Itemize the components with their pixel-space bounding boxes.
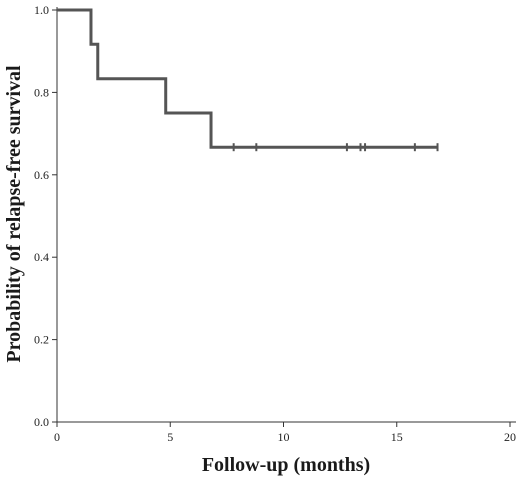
x-tick-label: 15 (391, 430, 403, 444)
x-axis-title: Follow-up (months) (202, 454, 370, 476)
x-tick-label: 5 (167, 430, 173, 444)
x-tick-label: 20 (504, 430, 516, 444)
x-tick-label: 10 (278, 430, 290, 444)
x-axis-ticks: 0 5 10 15 20 (54, 422, 516, 444)
y-tick-label: 0.4 (34, 250, 49, 264)
survival-step-line (57, 8, 438, 149)
y-tick-label: 0.6 (34, 168, 49, 182)
y-axis-ticks: 0.0 0.2 0.4 0.6 0.8 1.0 (34, 3, 57, 429)
y-axis-title: Probability of relapse-free survival (3, 65, 25, 363)
y-tick-label: 0.2 (34, 333, 49, 347)
x-tick-label: 0 (54, 430, 60, 444)
y-tick-label: 1.0 (34, 3, 49, 17)
survival-series (57, 8, 439, 152)
y-tick-label: 0.0 (34, 415, 49, 429)
y-tick-label: 0.8 (34, 85, 49, 99)
